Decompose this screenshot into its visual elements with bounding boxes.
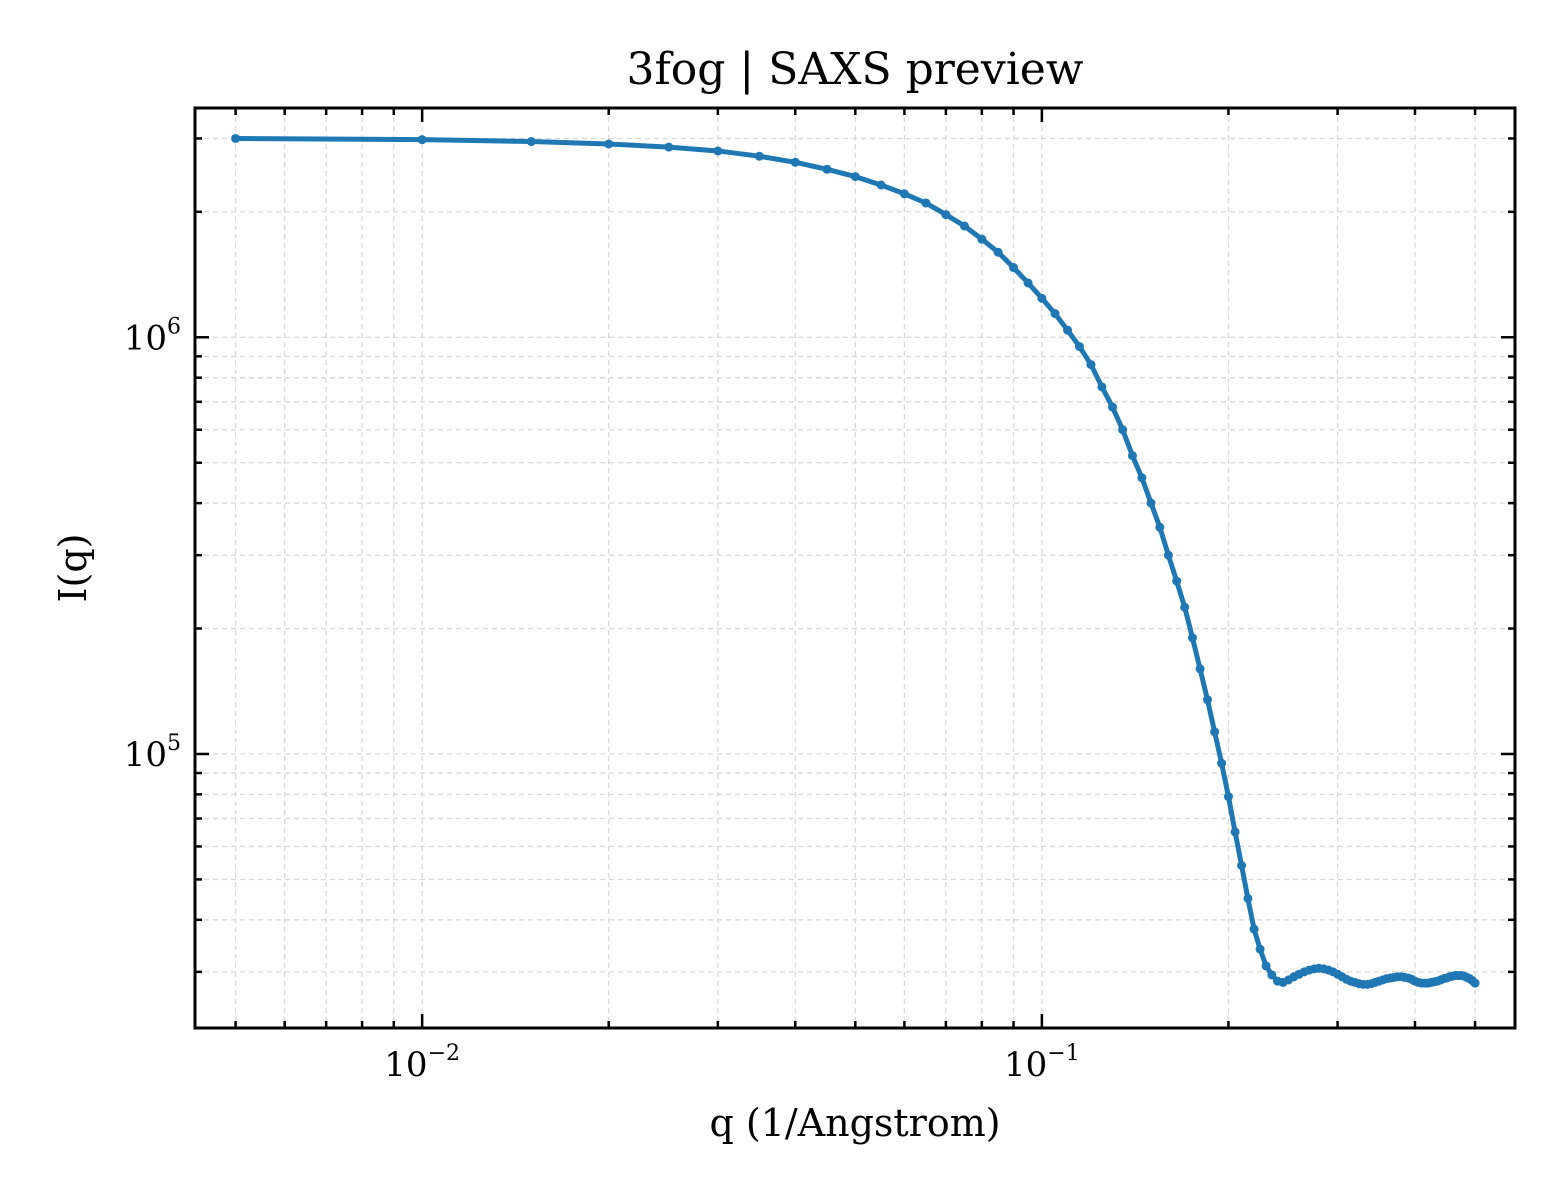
data-point <box>1163 550 1173 560</box>
data-point <box>417 135 427 145</box>
plot-frame <box>193 106 1517 1030</box>
data-point <box>1037 293 1047 303</box>
data-point <box>713 146 723 156</box>
data-point <box>1127 451 1137 461</box>
data-point <box>1074 342 1084 352</box>
data-point <box>526 137 536 147</box>
y-tick-label: 105 <box>124 731 181 775</box>
data-point <box>876 180 886 190</box>
data-point <box>977 234 987 244</box>
data-point <box>1086 360 1096 370</box>
data-point <box>1223 792 1233 802</box>
chart-title: 3fog | SAXS preview <box>627 44 1084 95</box>
data-point <box>921 198 931 208</box>
data-point <box>1230 827 1240 837</box>
data-point <box>1249 924 1259 934</box>
data-point <box>790 157 800 167</box>
x-axis-label: q (1/Angstrom) <box>709 1101 1000 1145</box>
data-point <box>1217 758 1227 768</box>
data-point <box>1137 473 1147 483</box>
data-point <box>1243 893 1253 903</box>
data-point <box>1267 970 1277 980</box>
data-point <box>1237 860 1247 870</box>
data-point <box>1050 309 1060 319</box>
data-point <box>941 210 951 220</box>
data-point <box>664 142 674 152</box>
data-point <box>850 172 860 182</box>
data-point <box>822 164 832 174</box>
data-point <box>1063 325 1073 335</box>
data-point <box>1009 263 1019 273</box>
data-point <box>1255 944 1265 954</box>
grid <box>195 108 1515 1028</box>
data-point <box>1146 498 1156 508</box>
data-point <box>1187 633 1197 643</box>
data-point <box>1118 425 1128 435</box>
data-point <box>993 247 1003 257</box>
data-point <box>1097 382 1107 392</box>
data-point <box>1107 402 1117 412</box>
data-point <box>1023 278 1033 288</box>
x-tick-label: 10−2 <box>384 1041 460 1085</box>
data-point <box>1202 695 1212 705</box>
data-point <box>1470 978 1480 988</box>
data-point <box>1155 522 1165 532</box>
data-point <box>899 189 909 199</box>
data-point <box>1172 576 1182 586</box>
plot-area <box>231 133 1480 989</box>
y-axis-label: I(q) <box>51 534 95 603</box>
data-point <box>1195 664 1205 674</box>
y-tick-label: 106 <box>124 314 181 358</box>
data-point <box>754 151 764 161</box>
data-point <box>1261 961 1271 971</box>
data-point <box>604 139 614 149</box>
data-point <box>959 221 969 231</box>
tick-labels: 10−2 10−1 105 106 <box>124 314 1080 1085</box>
data-point <box>1180 602 1190 612</box>
data-point <box>1210 727 1220 737</box>
data-point <box>231 133 241 143</box>
series-markers <box>231 133 1480 989</box>
x-tick-label: 10−1 <box>1004 1041 1080 1085</box>
